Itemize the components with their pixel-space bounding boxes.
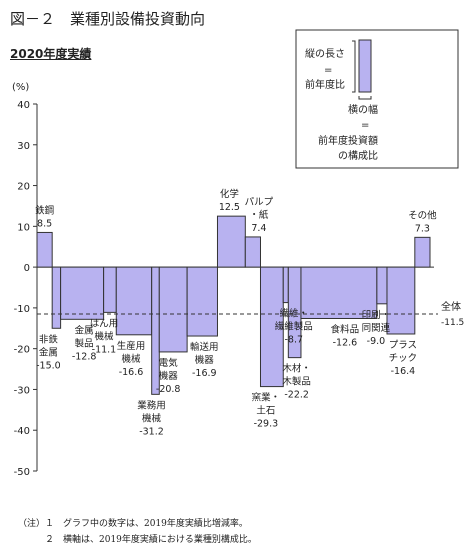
bar — [259, 266, 284, 388]
legend-frame — [295, 29, 459, 169]
y-tick-label: -50 — [14, 467, 30, 478]
category-label: 金属 — [39, 346, 58, 358]
category-label: 食料品 — [331, 323, 360, 335]
category-label: 鉄鋼 — [35, 204, 54, 216]
y-tick-label: 10 — [17, 222, 30, 233]
category-label: 化学 — [220, 188, 239, 200]
legend-horizontal-label-2: 前年度投資額 — [318, 134, 378, 147]
category-label: 金属 — [75, 324, 94, 336]
value-label: -9.0 — [367, 336, 386, 347]
category-label: 土石 — [256, 405, 275, 417]
category-label: 繊維製品 — [275, 321, 313, 333]
value-label: -16.4 — [391, 366, 416, 377]
value-label: -16.9 — [192, 368, 217, 379]
legend-horizontal-label-3: の構成比 — [338, 149, 378, 162]
category-label: 機器 — [159, 370, 179, 382]
category-label: 印刷・ — [362, 309, 391, 321]
bar — [414, 236, 431, 268]
bar — [376, 266, 388, 305]
footnotes: （注）１ グラフ中の数字は、2019年度実績比増減率。 ２ 横軸は、2019年度… — [18, 516, 257, 548]
legend-horizontal-bracket — [358, 96, 372, 100]
category-label: 電気 — [159, 357, 179, 369]
bar — [186, 266, 218, 337]
legend-vertical-label-1: 縦の長さ — [305, 47, 345, 60]
category-label: 輸送用 — [190, 341, 219, 353]
legend-vertical-label-2: 前年度比 — [305, 78, 345, 91]
bar — [36, 231, 53, 268]
value-label: -20.8 — [156, 384, 181, 395]
category-label: プラス — [389, 340, 417, 351]
category-label: 木材・ — [282, 363, 311, 375]
bar — [216, 215, 246, 268]
bar — [282, 266, 289, 304]
bar — [244, 236, 261, 268]
reference-line-name: 全体 — [441, 300, 461, 313]
legend-vertical-eq: = — [324, 65, 332, 76]
bars-layer — [36, 215, 431, 395]
category-label: 同関連 — [362, 322, 391, 334]
y-tick-label: -20 — [14, 345, 30, 356]
category-label: 木製品 — [282, 376, 311, 388]
reference-line-layer: 全体 -11.5 — [37, 300, 464, 328]
bar — [158, 266, 188, 353]
legend-horizontal-eq: = — [361, 120, 369, 131]
category-label: 機械 — [94, 330, 114, 342]
category-label: 業務用 — [137, 399, 166, 411]
footnote-2: ２ 横軸は、2019年度実績における業種別構成比。 — [18, 535, 257, 545]
bar — [60, 266, 105, 320]
figure-title: 図－２ 業種別設備投資動向 — [10, 10, 206, 28]
legend-box: 縦の長さ = 前年度比 横の幅 = 前年度投資額 の構成比 — [295, 29, 459, 169]
category-label: 機械 — [142, 412, 162, 424]
value-label: -29.3 — [254, 419, 279, 430]
y-axis-unit-label: (%) — [12, 82, 29, 93]
legend-vertical-bracket — [352, 40, 356, 93]
y-tick-label: -30 — [14, 385, 30, 396]
footnote-1: （注）１ グラフ中の数字は、2019年度実績比増減率。 — [18, 519, 248, 529]
bar — [300, 266, 378, 319]
y-tick-label: -10 — [14, 304, 30, 315]
category-label: 製品 — [75, 337, 94, 349]
category-label: 非鉄 — [39, 333, 59, 345]
value-label: 8.5 — [37, 218, 52, 229]
value-label: -16.6 — [119, 367, 144, 378]
bar — [386, 266, 416, 335]
legend-horizontal-label-1: 横の幅 — [348, 103, 378, 116]
y-tick-label: 40 — [17, 100, 30, 111]
value-label: 12.5 — [219, 202, 240, 213]
value-label: -11.1 — [92, 344, 117, 355]
value-label: -31.2 — [139, 426, 164, 437]
category-label: 生産用 — [117, 340, 146, 352]
category-label: 機械 — [121, 353, 141, 365]
value-label: -12.8 — [72, 351, 97, 362]
category-label: チック — [389, 353, 418, 364]
value-label: -8.7 — [285, 335, 304, 346]
category-label: 繊維・ — [280, 308, 309, 320]
value-label: -15.0 — [36, 360, 61, 371]
y-tick-label: 20 — [17, 182, 30, 193]
y-tick-label: -40 — [14, 426, 30, 437]
value-label: -22.2 — [284, 390, 309, 401]
category-label: はん用 — [90, 318, 119, 329]
value-label: 7.3 — [415, 223, 430, 234]
y-tick-label: 0 — [24, 263, 30, 274]
category-label: 機器 — [195, 354, 215, 366]
y-tick-label: 30 — [17, 141, 30, 152]
bar — [51, 266, 62, 329]
bar — [115, 266, 153, 336]
category-label: 窯業・ — [252, 392, 281, 404]
legend-sample-bar — [358, 39, 372, 93]
figure-subtitle: 2020年度実績 — [10, 47, 92, 61]
value-label: -12.6 — [333, 337, 358, 348]
bar — [103, 266, 117, 313]
category-label: ・紙 — [249, 209, 269, 221]
value-label: 7.4 — [251, 223, 266, 234]
category-label: その他 — [408, 209, 437, 221]
category-label: パルプ — [245, 197, 274, 208]
reference-line-value: -11.5 — [441, 318, 464, 328]
